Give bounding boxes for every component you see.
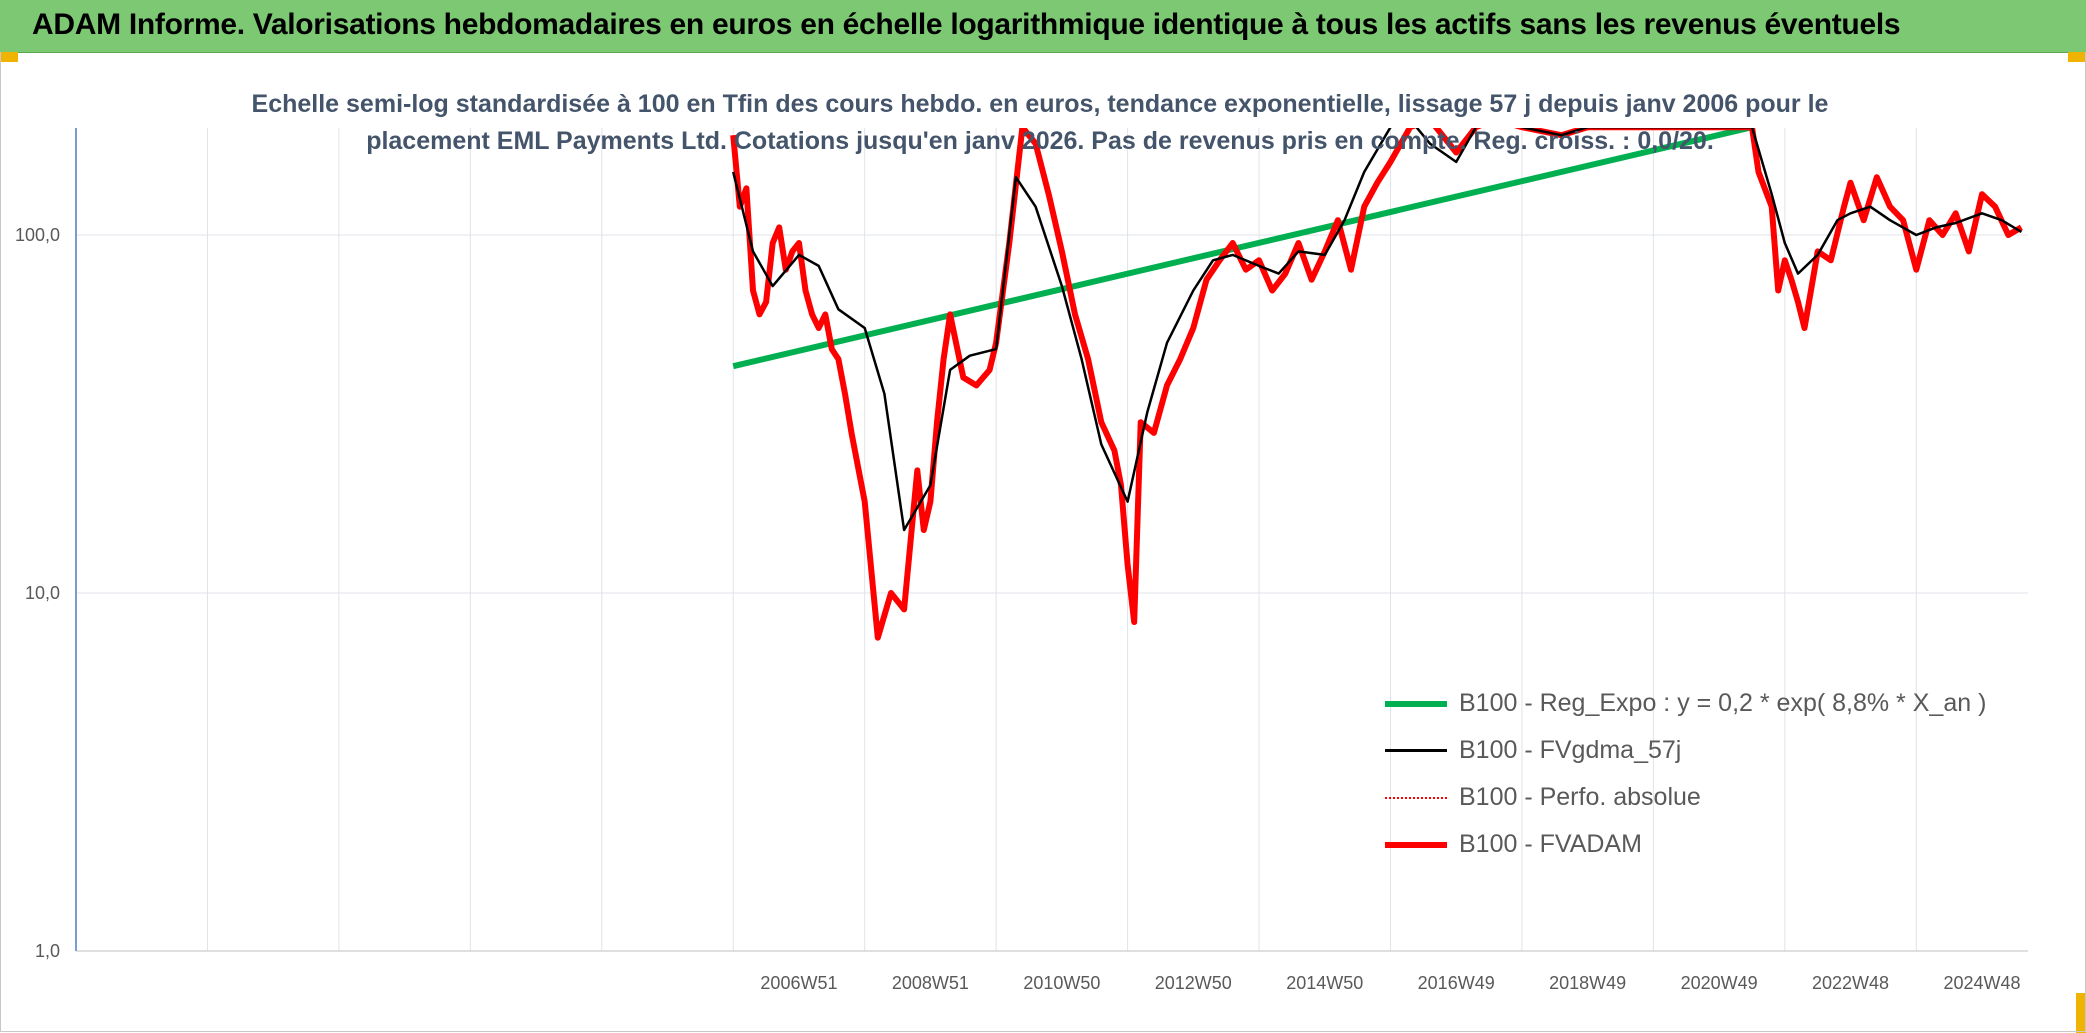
x-tick-label: 2020W49: [1681, 973, 1758, 993]
chart-legend: B100 - Reg_Expo : y = 0,2 * exp( 8,8% * …: [1385, 680, 1986, 868]
x-tick-label: 2012W50: [1155, 973, 1232, 993]
legend-item-fvadam: B100 - FVADAM: [1385, 821, 1986, 868]
corner-marker-bottom-right: [2076, 993, 2086, 1033]
series-line-fvgdma: [731, 128, 2023, 532]
x-tick-label: 2006W51: [760, 973, 837, 993]
legend-swatch-fvadam: [1385, 841, 1447, 848]
chart-subtitle-line1: Echelle semi-log standardisée à 100 en T…: [251, 90, 1829, 118]
legend-item-reg-expo: B100 - Reg_Expo : y = 0,2 * exp( 8,8% * …: [1385, 680, 1986, 727]
corner-marker-right: [2068, 52, 2086, 62]
x-tick-label: 2016W49: [1418, 973, 1495, 993]
report-banner: ADAM Informe. Valorisations hebdomadaire…: [0, 0, 2086, 53]
y-tick-label: 100,0: [15, 225, 60, 245]
series-layer: [730, 128, 2023, 641]
legend-label-perfo: B100 - Perfo. absolue: [1459, 783, 1701, 811]
x-tick-label: 2022W48: [1812, 973, 1889, 993]
x-tick-label: 2024W48: [1943, 973, 2020, 993]
legend-item-perfo: B100 - Perfo. absolue: [1385, 774, 1986, 821]
chart-subtitle-line2: placement EML Payments Ltd. Cotations ju…: [366, 127, 1714, 155]
legend-swatch-perfo: [1385, 796, 1447, 799]
chart-subtitle: Echelle semi-log standardisée à 100 en T…: [240, 86, 1840, 160]
y-tick-label: 1,0: [35, 941, 60, 961]
x-tick-label: 2008W51: [892, 973, 969, 993]
legend-label-fvadam: B100 - FVADAM: [1459, 830, 1642, 858]
series-line-fvadam: [730, 128, 2023, 641]
legend-swatch-fvgdma: [1385, 749, 1447, 752]
legend-item-fvgdma: B100 - FVgdma_57j: [1385, 727, 1986, 774]
x-tick-label: 2018W49: [1549, 973, 1626, 993]
series-line-reg-expo: [732, 128, 1753, 370]
x-tick-label: 2010W50: [1023, 973, 1100, 993]
legend-label-reg-expo: B100 - Reg_Expo : y = 0,2 * exp( 8,8% * …: [1459, 689, 1987, 717]
tick-labels: 1,0 10,0 100,0 2006W51 2008W51 2010W50 2012W50…: [15, 225, 2021, 993]
corner-marker-left: [0, 52, 18, 62]
legend-swatch-reg-expo: [1385, 700, 1447, 707]
axes: [75, 128, 2028, 952]
legend-label-fvgdma: B100 - FVgdma_57j: [1459, 736, 1682, 764]
y-tick-label: 10,0: [25, 583, 60, 603]
x-tick-label: 2014W50: [1286, 973, 1363, 993]
report-title: ADAM Informe. Valorisations hebdomadaire…: [32, 8, 1901, 41]
